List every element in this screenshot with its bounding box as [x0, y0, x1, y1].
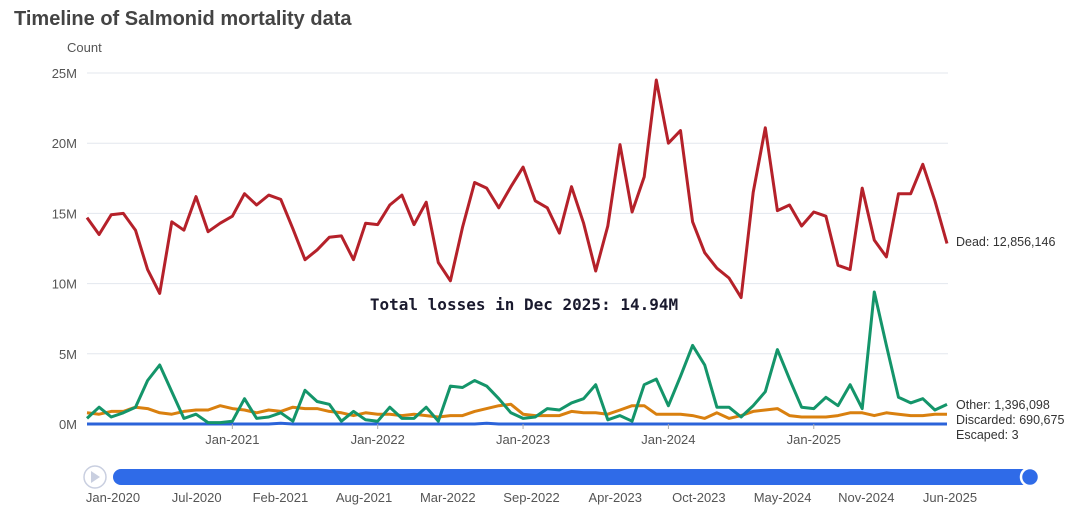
slider-fill	[113, 469, 1030, 485]
slider-label: Oct-2023	[672, 490, 725, 505]
slider-label: Jun-2025	[923, 490, 977, 505]
x-tick-label: Jan-2023	[496, 432, 550, 447]
slider-handle[interactable]	[1019, 466, 1041, 488]
slider-label: Apr-2023	[588, 490, 641, 505]
y-tick-label: 5M	[59, 347, 77, 362]
y-tick-label: 25M	[52, 66, 77, 81]
x-tick-label: Jan-2025	[787, 432, 841, 447]
x-tick-label: Jan-2021	[205, 432, 259, 447]
slider-label: May-2024	[754, 490, 812, 505]
x-tick-label: Jan-2022	[351, 432, 405, 447]
slider-label: Nov-2024	[838, 490, 894, 505]
end-label-other: Other: 1,396,098	[956, 398, 1050, 412]
chart-title: Timeline of Salmonid mortality data	[14, 8, 352, 30]
slider-label: Jan-2020	[86, 490, 140, 505]
series-line-other	[85, 290, 948, 425]
slider-label: Aug-2021	[336, 490, 392, 505]
slider-label: Sep-2022	[503, 490, 559, 505]
y-tick-label: 10M	[52, 277, 77, 292]
x-tick-label: Jan-2024	[641, 432, 695, 447]
slider-label: Jul-2020	[172, 490, 222, 505]
series-line-escaped	[87, 421, 947, 426]
y-axis-label: Count	[67, 40, 102, 55]
series-line-dead	[85, 78, 949, 300]
end-label-discarded: Discarded: 690,675	[956, 413, 1064, 427]
time-slider[interactable]: Jan-2020 Jul-2020 Feb-2021 Aug-2021 Mar-2022…	[83, 465, 1041, 505]
slider-label: Feb-2021	[253, 490, 309, 505]
play-button[interactable]	[83, 465, 107, 489]
end-label-dead: Dead: 12,856,146	[956, 235, 1055, 249]
y-tick-label: 15M	[52, 206, 77, 221]
y-tick-label: 20M	[52, 136, 77, 151]
slider-label: Mar-2022	[420, 490, 476, 505]
total-losses-annotation: Total losses in Dec 2025: 14.94M	[370, 295, 678, 314]
end-label-escaped: Escaped: 3	[956, 428, 1019, 442]
play-icon	[91, 471, 100, 483]
series-line-discarded	[86, 402, 948, 420]
y-tick-label: 0M	[59, 417, 77, 432]
